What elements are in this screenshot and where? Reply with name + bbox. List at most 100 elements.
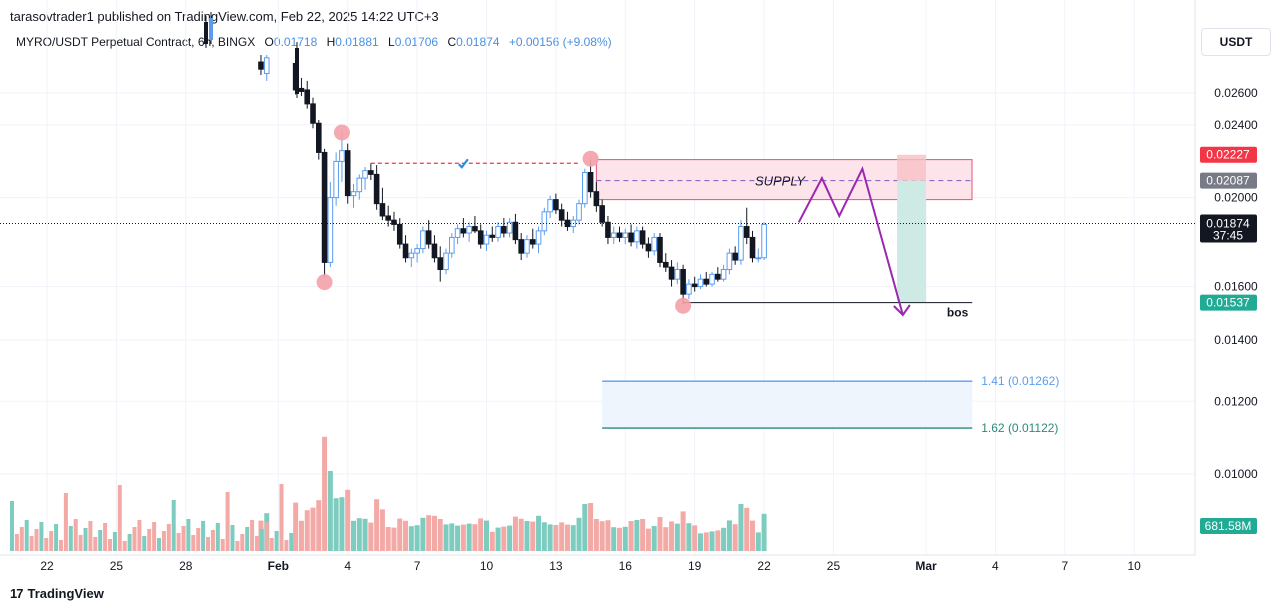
candle-body <box>749 236 756 259</box>
volume-bar <box>327 471 333 551</box>
symbol-name[interactable]: MYRO/USDT Perpetual Contract, 6h, BINGX <box>16 35 256 49</box>
candle-body <box>535 230 542 245</box>
volume-bar <box>29 536 34 551</box>
volume-bar <box>112 532 117 551</box>
candle-body <box>460 228 467 234</box>
volume-bar <box>24 520 29 551</box>
candle-body <box>350 191 357 197</box>
candle-body <box>408 252 415 259</box>
volume-bar <box>495 527 501 551</box>
volume-bar <box>108 539 112 551</box>
supply-label: SUPPLY <box>755 174 806 189</box>
volume-bar <box>284 540 289 551</box>
candle-body <box>443 252 449 271</box>
close-label: C <box>447 35 457 49</box>
price-axis[interactable]: 0.02600 0.02400 0.02000 0.01600 0.01400 0.012… <box>1200 86 1258 534</box>
volume-bar <box>356 518 362 551</box>
volume-bars <box>10 436 767 551</box>
volume-bar <box>588 503 594 551</box>
candle-body <box>512 221 519 241</box>
candle-body <box>743 226 750 238</box>
volume-bar <box>339 497 345 551</box>
candle-body <box>674 269 681 280</box>
candle-body <box>379 203 386 217</box>
volume-bar <box>137 520 142 551</box>
volume-bar <box>466 523 472 551</box>
close-value: 0.01874 <box>456 35 500 49</box>
price-badge-label: 0.02087 <box>1206 174 1250 188</box>
candle-body <box>373 173 380 205</box>
volume-bar <box>49 531 54 551</box>
price-badge-label: 0.01874 <box>1206 217 1250 231</box>
candle-body <box>204 22 208 44</box>
volume-bar <box>651 526 657 551</box>
volume-bar <box>63 493 68 551</box>
volume-bar <box>680 511 686 551</box>
open-value: 0.01718 <box>273 35 318 49</box>
candle-body <box>697 278 704 288</box>
volume-bar <box>403 520 409 551</box>
volume-bar <box>235 541 240 551</box>
volume-bar <box>368 522 374 551</box>
currency-button[interactable]: USDT <box>1201 28 1271 56</box>
checkmark-icon <box>458 158 469 169</box>
candle-body <box>755 257 762 260</box>
volume-bar <box>645 528 651 551</box>
volume-bar <box>593 519 599 551</box>
volume-bar <box>408 526 414 551</box>
volume-bar <box>333 498 339 551</box>
volume-bar <box>196 528 201 551</box>
candle-body <box>668 266 675 280</box>
volume-bar <box>68 526 73 551</box>
volume-bar <box>191 535 196 551</box>
candlesticks <box>204 12 767 305</box>
tradingview-logo[interactable]: 17 TradingView <box>10 586 104 601</box>
volume-bar <box>274 531 279 551</box>
fib-label: 1.62 (0.01122) <box>981 421 1058 435</box>
time-tick-label: 7 <box>1061 559 1068 573</box>
candle-body <box>691 283 698 288</box>
volume-bar <box>605 520 611 551</box>
volume-bar <box>264 522 269 551</box>
candle-body <box>634 230 640 243</box>
volume-bar <box>379 509 385 551</box>
volume-bar <box>176 533 181 551</box>
volume-bar <box>437 519 443 551</box>
volume-bar <box>289 533 294 551</box>
volume-bar <box>117 485 122 551</box>
candle-body <box>639 230 646 245</box>
tradingview-logo-text: TradingView <box>27 586 104 601</box>
volume-bar <box>255 536 259 551</box>
candle-body <box>541 211 548 232</box>
volume-bar <box>420 517 426 551</box>
annotation-zones: SUPPLY <box>595 154 973 429</box>
time-axis[interactable]: 22 25 28 Feb 4 7 10 13 16 19 22 25 Mar 4 7 10 <box>40 559 1141 573</box>
bos-label: bos <box>947 306 969 320</box>
volume-bar <box>414 525 420 551</box>
volume-bar <box>78 535 83 551</box>
volume-bar <box>489 531 495 551</box>
fib-label: 1.41 (0.01262) <box>981 374 1059 388</box>
candle-body <box>298 87 305 92</box>
candle-body <box>368 170 374 175</box>
pivot-marker <box>582 150 599 167</box>
volume-bar <box>240 534 245 551</box>
volume-bar <box>715 530 721 551</box>
volume-bar <box>220 539 225 551</box>
volume-bar <box>230 525 235 551</box>
volume-bar <box>34 529 39 551</box>
volume-bar <box>657 517 663 551</box>
volume-bar <box>640 519 646 551</box>
candle-body <box>356 177 363 193</box>
price-tick-label: 0.02000 <box>1214 191 1258 205</box>
candle-body <box>547 199 553 213</box>
volume-bar <box>152 522 157 551</box>
volume-bar <box>755 532 761 551</box>
volume-bar <box>559 522 565 551</box>
position-stop-zone <box>897 154 926 181</box>
volume-bar <box>350 520 356 551</box>
volume-bar <box>83 528 88 551</box>
time-tick-label: 25 <box>827 559 841 573</box>
candle-body <box>587 172 594 193</box>
